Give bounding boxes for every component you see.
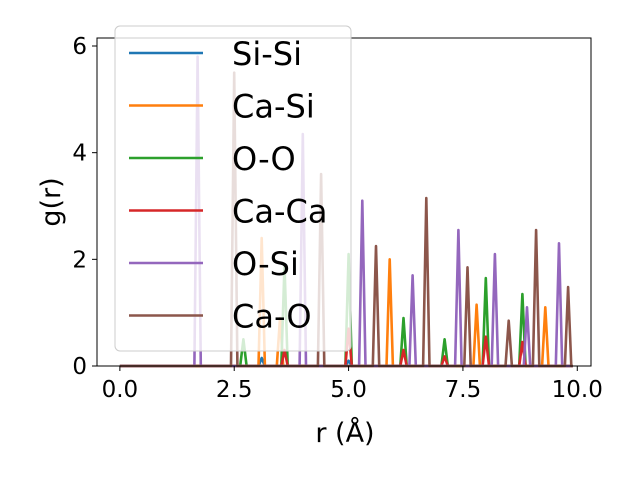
legend-label: Ca-O [232,298,312,336]
x-tick-label: 5.0 [330,377,367,403]
legend-label: O-Si [232,245,299,283]
x-tick-label: 2.5 [216,377,253,403]
y-tick-label: 6 [72,34,87,60]
axes-layer: 0.0 2.5 5.0 7.5 10.0 0 2 4 6 [72,34,603,403]
legend-box [114,25,352,352]
x-axis-label: r (Å) [315,417,374,449]
x-tick-label: 0.0 [102,377,139,403]
x-tick-label: 7.5 [445,377,482,403]
y-tick-label: 2 [72,247,87,273]
y-tick-label: 0 [72,354,87,380]
y-tick-label: 4 [72,141,87,167]
legend-label: Ca-Ca [232,193,327,231]
x-tick-label: 10.0 [552,377,603,403]
legend-label: Si-Si [232,35,302,73]
legend-label: O-O [232,140,296,178]
legend-label: Ca-Si [232,88,315,126]
y-axis-label: g(r) [36,177,67,226]
legend: Si-Si Ca-Si O-O Ca-Ca O-Si Ca-O [114,25,352,352]
